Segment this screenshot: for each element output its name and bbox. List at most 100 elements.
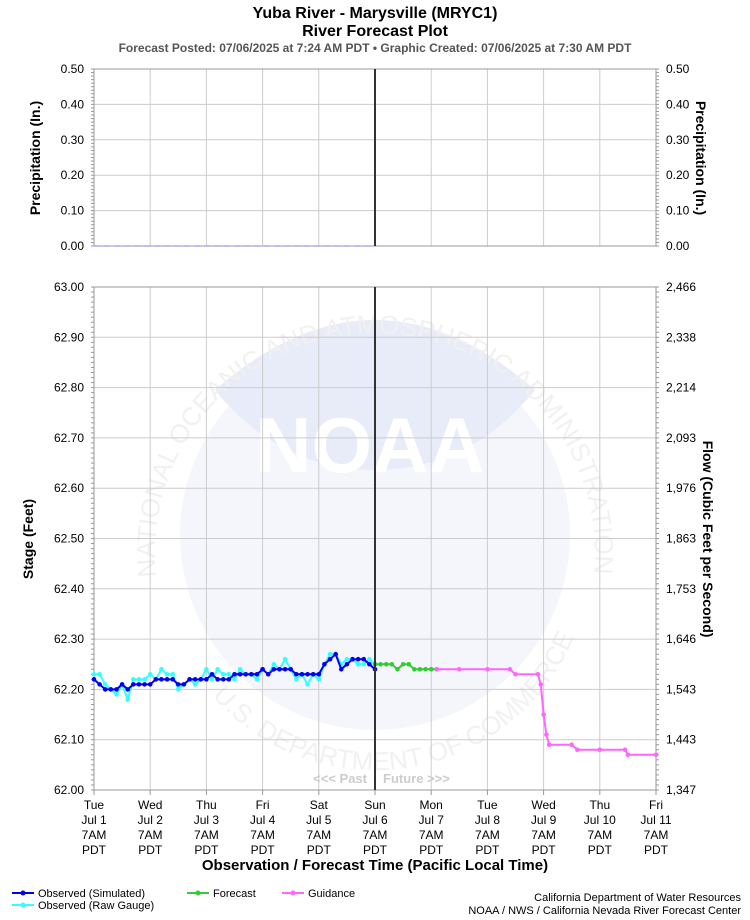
precip-left-tick: 0.00 — [61, 239, 85, 253]
x-tick-label: 7AM — [531, 828, 556, 842]
data-point — [423, 666, 428, 672]
x-tick-label: PDT — [419, 843, 444, 857]
data-point — [406, 661, 412, 667]
data-point — [164, 677, 170, 682]
data-point — [215, 677, 220, 682]
legend-swatch-dot — [195, 890, 201, 896]
data-point — [535, 672, 541, 677]
legend-label: Guidance — [308, 888, 355, 900]
data-point — [97, 682, 102, 687]
data-point — [544, 732, 549, 737]
data-point — [395, 666, 400, 672]
x-tick-label: Sat — [310, 798, 329, 812]
stage-left-tick: 62.20 — [54, 682, 84, 696]
data-point — [367, 661, 372, 667]
x-tick-label: 7AM — [194, 828, 219, 842]
precip-right-tick: 0.40 — [666, 97, 690, 111]
data-point — [254, 677, 260, 682]
credit-line-2: NOAA / NWS / California Nevada River For… — [468, 905, 741, 917]
flow-right-tick: 2,093 — [666, 431, 696, 445]
data-point — [232, 672, 237, 677]
data-point — [187, 677, 192, 682]
chart-subtitle: River Forecast Plot — [302, 23, 449, 40]
data-point — [271, 666, 277, 672]
data-point — [260, 666, 265, 672]
flow-right-tick: 1,347 — [666, 783, 696, 797]
data-point — [344, 656, 350, 662]
data-point — [147, 672, 153, 677]
data-point — [204, 666, 209, 672]
data-point — [164, 672, 170, 677]
chart-title: Yuba River - Marysville (MRYC1) — [253, 5, 498, 22]
data-point — [597, 747, 603, 753]
data-point — [294, 672, 299, 677]
stage-left-tick: 63.00 — [54, 280, 84, 294]
watermark-logo-text: NOAA — [255, 401, 485, 489]
data-point — [226, 672, 232, 677]
data-point — [299, 672, 305, 677]
x-tick-label: PDT — [194, 843, 219, 857]
x-tick-label: Jul 6 — [362, 813, 388, 827]
data-point — [125, 697, 131, 702]
flow-right-tick: 2,214 — [666, 381, 696, 395]
x-tick-label: Fri — [256, 798, 270, 812]
data-point — [220, 672, 226, 677]
stage-left-label: Stage (Feet) — [20, 499, 36, 579]
flow-right-label: Flow (Cubic Feet per Second) — [700, 441, 716, 638]
flow-right-tick: 1,443 — [666, 733, 696, 747]
data-point — [316, 677, 322, 682]
data-point — [412, 666, 417, 672]
x-tick-label: Jul 7 — [419, 813, 445, 827]
data-point — [176, 682, 181, 687]
stage-panel: 62.00 1,347 62.10 1,443 62.20 1,543 62.30 1,646… — [54, 280, 696, 797]
legend-swatch-dot — [20, 902, 26, 908]
data-point — [102, 682, 108, 687]
flow-right-tick: 1,753 — [666, 582, 696, 596]
x-tick-label: PDT — [82, 843, 107, 857]
x-tick-label: Jul 5 — [306, 813, 332, 827]
data-point — [136, 677, 142, 682]
data-point — [232, 677, 237, 682]
series-forecast — [372, 661, 440, 672]
flow-right-tick: 2,338 — [666, 330, 696, 344]
data-point — [338, 666, 344, 672]
x-tick-label: PDT — [588, 843, 613, 857]
x-tick-label: 7AM — [587, 828, 612, 842]
x-tick-label: Jul 9 — [531, 813, 557, 827]
data-point — [389, 661, 395, 667]
data-point — [428, 666, 434, 672]
data-point — [361, 656, 367, 662]
data-point — [294, 677, 299, 682]
data-point — [625, 752, 631, 758]
stage-left-tick: 62.80 — [54, 381, 84, 395]
data-point — [142, 682, 147, 687]
x-tick-label: Wed — [138, 798, 162, 812]
data-point — [457, 666, 462, 672]
data-point — [91, 677, 97, 682]
data-point — [265, 672, 271, 677]
legend-label: Observed (Raw Gauge) — [38, 900, 154, 912]
x-tick-label: Thu — [196, 798, 217, 812]
stage-left-tick: 62.90 — [54, 330, 84, 344]
data-point — [271, 661, 277, 667]
data-point — [277, 666, 282, 672]
x-tick-label: PDT — [138, 843, 163, 857]
data-point — [305, 672, 310, 677]
data-point — [176, 687, 181, 692]
data-point — [204, 677, 209, 682]
x-tick-label: Jul 10 — [584, 813, 616, 827]
stage-left-tick: 62.60 — [54, 481, 84, 495]
precipitation-panel: 0.00 0.00 0.10 0.10 0.20 0.20 0.30 0.30 0.40 0.40… — [61, 62, 690, 253]
data-point — [192, 682, 198, 687]
data-point — [153, 677, 159, 682]
data-point — [322, 661, 327, 667]
x-tick-label: Sun — [364, 798, 385, 812]
stage-left-tick: 62.30 — [54, 632, 84, 646]
legend-item: Guidance — [282, 888, 355, 900]
data-point — [102, 687, 108, 692]
data-point — [305, 682, 310, 687]
data-point — [170, 677, 175, 682]
data-point — [114, 692, 119, 697]
data-point — [114, 687, 119, 692]
